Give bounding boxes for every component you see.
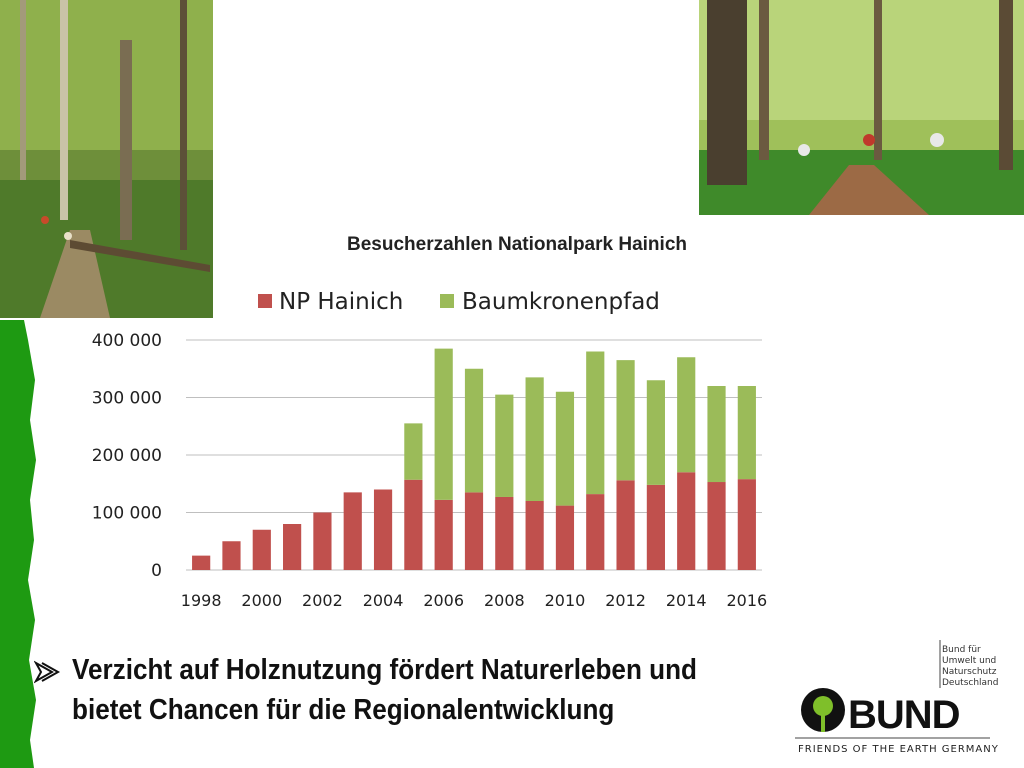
- bullet-arrow-icon: [34, 660, 61, 684]
- legend-label-np-hainich: NP Hainich: [279, 289, 403, 315]
- y-tick-label: 200 000: [92, 446, 162, 466]
- logo-tagline-line: Umwelt und: [942, 656, 997, 666]
- legend-label-baumkronenpfad: Baumkronenpfad: [462, 289, 660, 315]
- bar-baumkronenpfad: [525, 377, 544, 501]
- chart-title: Besucherzahlen Nationalpark Hainich: [347, 234, 687, 255]
- bar-np-hainich: [222, 541, 241, 570]
- green-edge-decoration: [0, 0, 36, 768]
- chart-x-axis: 1998 2000 2002 2004 2006 2008 2010 2012 2014 2016: [181, 591, 767, 610]
- bar-np-hainich: [677, 472, 696, 570]
- visitor-chart: Besucherzahlen Nationalpark Hainich NP H…: [92, 234, 768, 610]
- bar-baumkronenpfad: [586, 351, 605, 495]
- bar-np-hainich: [192, 555, 211, 570]
- bar-np-hainich: [313, 512, 332, 570]
- logo-tagline-line: Deutschland: [942, 678, 999, 688]
- x-tick-label: 2016: [726, 591, 767, 610]
- logo-subtitle: FRIENDS OF THE EARTH GERMANY: [798, 744, 999, 755]
- y-tick-label: 100 000: [92, 504, 162, 524]
- logo-wordmark: BUND: [848, 693, 961, 737]
- bar-baumkronenpfad: [616, 360, 635, 481]
- bar-baumkronenpfad: [677, 357, 696, 473]
- forest-photo-right: [699, 0, 1024, 215]
- bar-baumkronenpfad: [495, 394, 514, 497]
- x-tick-label: 2012: [605, 591, 646, 610]
- bar-np-hainich: [646, 484, 665, 570]
- bar-np-hainich: [495, 496, 514, 570]
- bar-np-hainich: [464, 492, 484, 570]
- bar-np-hainich: [404, 479, 423, 570]
- bullet-text: Verzicht auf Holznutzung fördert Naturer…: [72, 654, 697, 726]
- bar-baumkronenpfad: [464, 368, 484, 493]
- x-tick-label: 2004: [363, 591, 404, 610]
- forest-photo-left: [0, 0, 213, 318]
- bar-np-hainich: [283, 524, 302, 570]
- y-tick-label: 300 000: [92, 389, 162, 409]
- x-tick-label: 2000: [241, 591, 282, 610]
- logo-tagline-line: Bund für: [942, 645, 981, 655]
- legend-swatch-np-hainich: [258, 294, 272, 308]
- legend-swatch-baumkronenpfad: [440, 294, 454, 308]
- bar-np-hainich: [555, 505, 575, 570]
- logo-tagline: Bund für Umwelt und Naturschutz Deutschl…: [942, 645, 1022, 689]
- logo-tagline-line: Naturschutz: [942, 667, 997, 677]
- bar-baumkronenpfad: [404, 423, 423, 480]
- bar-baumkronenpfad: [707, 386, 726, 483]
- bar-baumkronenpfad: [737, 386, 756, 480]
- bar-np-hainich: [586, 494, 605, 570]
- bar-np-hainich: [252, 529, 271, 570]
- x-tick-label: 2010: [545, 591, 586, 610]
- bar-np-hainich: [434, 499, 453, 570]
- bar-np-hainich: [707, 482, 726, 570]
- x-tick-label: 2014: [666, 591, 707, 610]
- chart-legend: NP Hainich Baumkronenpfad: [258, 289, 660, 315]
- bar-np-hainich: [525, 501, 544, 570]
- bar-baumkronenpfad: [555, 391, 575, 506]
- y-tick-label: 400 000: [92, 331, 162, 351]
- x-tick-label: 2006: [423, 591, 464, 610]
- bar-np-hainich: [616, 480, 635, 570]
- bar-np-hainich: [373, 489, 393, 570]
- x-tick-label: 2002: [302, 591, 343, 610]
- x-tick-label: 2008: [484, 591, 525, 610]
- chart-y-axis: 0 100 000 200 000 300 000 400 000: [92, 331, 162, 581]
- chart-bars: [192, 348, 756, 570]
- bund-logo: [790, 640, 1020, 765]
- bar-baumkronenpfad: [646, 380, 665, 485]
- bar-np-hainich: [343, 492, 362, 570]
- y-tick-label: 0: [151, 561, 162, 581]
- bar-baumkronenpfad: [434, 348, 453, 500]
- x-tick-label: 1998: [181, 591, 222, 610]
- bar-np-hainich: [737, 479, 756, 570]
